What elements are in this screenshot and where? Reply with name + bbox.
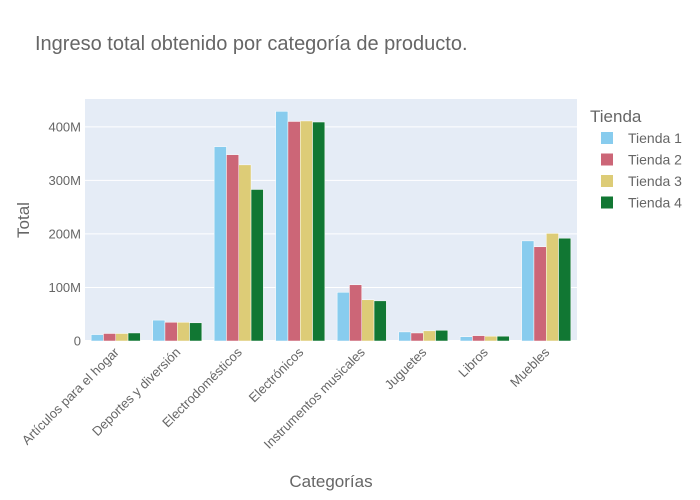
chart-title: Ingreso total obtenido por categoría de … <box>35 33 468 55</box>
legend-swatch <box>601 196 613 209</box>
x-tick-label: Libros <box>455 344 491 380</box>
x-tick-label: Instrumentos musicales <box>261 344 369 452</box>
bar <box>103 333 116 342</box>
bar <box>410 332 424 342</box>
bar <box>177 322 190 342</box>
bar <box>496 335 510 342</box>
bar <box>250 189 264 342</box>
bar <box>90 334 104 342</box>
legend-item[interactable]: Tienda 1 <box>601 130 682 146</box>
legend-swatch <box>601 175 613 187</box>
bar <box>287 121 301 342</box>
bar <box>213 146 227 342</box>
bar <box>349 284 363 342</box>
bar <box>238 164 252 342</box>
x-tick-label: Muebles <box>507 344 553 390</box>
x-tick-label: Artículos para el hogar <box>19 344 123 448</box>
bar <box>558 237 572 342</box>
bar <box>521 240 535 342</box>
bar <box>164 322 178 342</box>
bar <box>336 292 350 342</box>
bar <box>189 322 203 342</box>
bars <box>90 111 572 342</box>
y-axis: 0 100M 200M 300M 400M <box>48 119 81 348</box>
bar <box>152 319 166 342</box>
bar <box>115 333 129 342</box>
y-tick-label: 400M <box>48 119 81 134</box>
legend-swatch <box>601 132 613 144</box>
y-tick-label: 100M <box>48 280 81 295</box>
y-tick-label: 0 <box>74 334 81 349</box>
y-axis-title: Total <box>14 202 33 238</box>
bar <box>127 332 141 342</box>
bar <box>484 335 498 342</box>
legend-label: Tienda 2 <box>628 152 682 168</box>
legend-item[interactable]: Tienda 3 <box>601 173 682 189</box>
bar <box>472 335 486 342</box>
bar <box>373 300 387 342</box>
bar <box>533 246 547 342</box>
bar <box>300 120 313 342</box>
bar <box>546 233 559 342</box>
x-tick-label: Electrónicos <box>246 344 307 405</box>
bar <box>398 331 412 342</box>
bar <box>423 330 436 342</box>
legend-label: Tienda 3 <box>628 173 682 189</box>
legend-title: Tienda <box>590 107 642 126</box>
bar <box>361 299 375 342</box>
x-axis-title: Categorías <box>289 472 372 491</box>
bar <box>312 121 326 342</box>
legend-item[interactable]: Tienda 2 <box>601 152 682 168</box>
legend-label: Tienda 1 <box>628 130 682 146</box>
y-tick-label: 200M <box>48 226 81 241</box>
legend-swatch <box>601 153 613 166</box>
bar <box>275 111 289 342</box>
legend-label: Tienda 4 <box>628 195 682 211</box>
bar <box>435 330 449 342</box>
legend: Tienda Tienda 1 Tienda 2 Tienda 3 Tienda 4 <box>590 107 682 211</box>
x-tick-label: Juguetes <box>381 344 429 392</box>
y-tick-label: 300M <box>48 173 81 188</box>
bar <box>226 154 239 342</box>
legend-item[interactable]: Tienda 4 <box>601 195 682 211</box>
bar <box>459 336 473 342</box>
plot-area <box>85 99 577 341</box>
